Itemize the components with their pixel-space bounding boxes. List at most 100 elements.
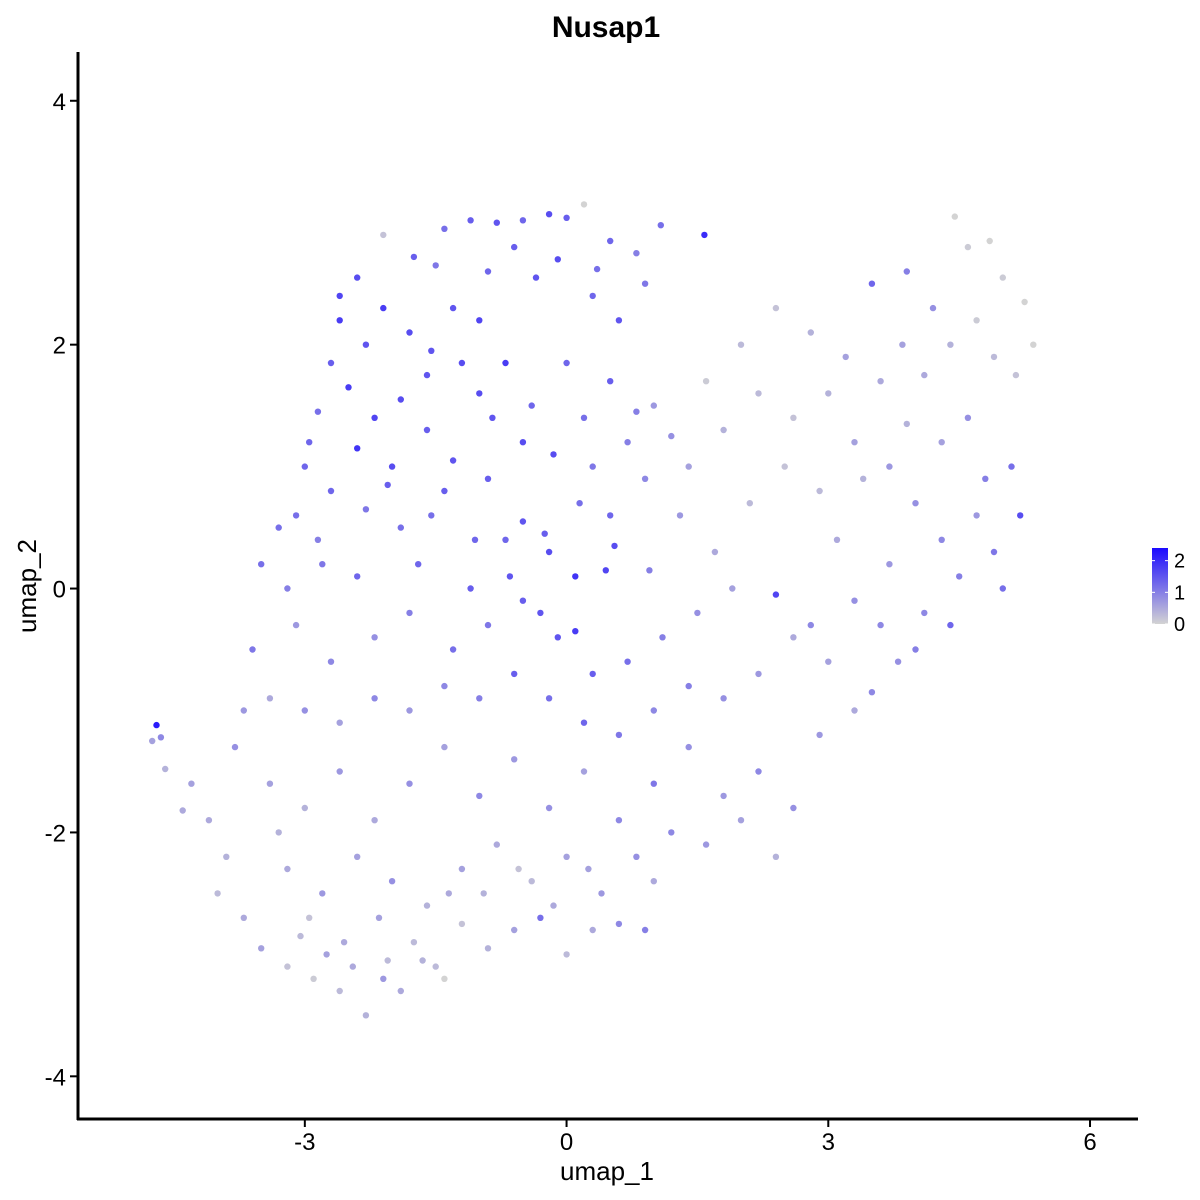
cell-point (790, 634, 797, 641)
cell-point (868, 280, 876, 287)
cell-point (825, 658, 832, 665)
cell-point (515, 865, 522, 873)
cell-point (611, 542, 618, 550)
cell-point (633, 250, 640, 257)
cell-point (511, 756, 518, 763)
cell-point (528, 402, 535, 409)
cell-point (1030, 341, 1037, 348)
cell-point (266, 780, 274, 787)
cell-point (493, 841, 500, 848)
cell-point (410, 939, 418, 946)
y-ticks: -4 -2 0 2 4 (45, 89, 78, 1091)
cell-point (336, 292, 343, 300)
cell-point (371, 817, 378, 824)
cell-point (406, 780, 413, 787)
cell-point (371, 414, 378, 421)
cell-point (755, 768, 762, 775)
x-axis-title: umap_1 (560, 1156, 654, 1186)
cell-point (157, 734, 165, 741)
cell-point (476, 390, 483, 397)
cell-point (528, 878, 535, 885)
cell-point (449, 304, 457, 312)
cell-point (772, 853, 780, 860)
cell-point (231, 743, 239, 751)
cell-point (449, 646, 457, 653)
cell-point (868, 689, 876, 696)
cell-point (563, 853, 570, 860)
cell-point (702, 841, 710, 848)
cell-point (973, 512, 980, 519)
cell-point (458, 359, 466, 367)
cell-point (388, 463, 396, 470)
x-tick-label: 3 (822, 1129, 835, 1156)
cell-point (511, 243, 518, 251)
cell-point (432, 963, 439, 970)
cell-point (668, 829, 675, 836)
cell-point (188, 780, 195, 787)
y-tick-label: 0 (53, 577, 66, 604)
cell-point (406, 609, 413, 617)
cell-point (833, 536, 841, 543)
cell-point (467, 217, 474, 224)
y-tick-label: 2 (53, 333, 66, 360)
cell-point (319, 561, 326, 568)
cell-point (384, 957, 391, 964)
cell-point (532, 274, 540, 281)
cell-point (314, 408, 322, 415)
cell-point (563, 214, 570, 221)
cell-point (641, 280, 649, 287)
cell-point (912, 646, 919, 653)
x-ticks: -3 0 3 6 (294, 1119, 1097, 1156)
cell-point (445, 890, 452, 897)
cell-point (607, 512, 614, 519)
cell-point (938, 536, 945, 543)
cell-point (580, 414, 588, 421)
cell-point (519, 597, 527, 604)
cell-point (258, 561, 265, 568)
y-tick-label: -2 (45, 820, 66, 847)
cell-point (480, 890, 487, 897)
cell-point (205, 817, 213, 824)
cell-point (563, 359, 570, 367)
cell-point (467, 585, 474, 592)
cell-point (598, 890, 605, 897)
cell-point (886, 561, 893, 568)
cell-point (537, 609, 544, 617)
cell-point (701, 231, 708, 239)
cell-point (1008, 463, 1015, 470)
y-tick-label: 4 (53, 89, 66, 116)
cell-point (650, 878, 657, 885)
cell-point (956, 573, 963, 580)
cell-point (362, 1012, 370, 1019)
cell-point (641, 475, 649, 482)
cell-point (899, 341, 906, 348)
cell-point (428, 512, 435, 519)
cell-point (999, 585, 1006, 592)
cell-point (589, 463, 596, 470)
cell-point (851, 707, 858, 714)
cell-point (258, 945, 265, 952)
cell-point (633, 408, 640, 415)
cell-point (1017, 512, 1024, 519)
cell-point (607, 378, 614, 385)
cell-point (607, 237, 614, 245)
cell-point (306, 439, 313, 446)
cell-point (711, 548, 719, 556)
cell-point (240, 707, 247, 714)
cell-point (720, 426, 727, 434)
cell-point (149, 737, 156, 745)
cell-point (589, 670, 596, 678)
cell-point (432, 262, 439, 269)
cell-point (720, 695, 727, 702)
cell-point (284, 963, 291, 970)
cell-point (371, 695, 378, 702)
cell-point (572, 573, 579, 580)
cell-point (685, 682, 692, 690)
cell-point (903, 420, 910, 428)
cell-point (685, 743, 692, 751)
cell-point (807, 329, 814, 336)
cell-point (951, 213, 958, 220)
x-tick-label: -3 (294, 1129, 315, 1156)
cell-point (825, 390, 832, 397)
legend-tick-label: 1 (1174, 582, 1185, 604)
